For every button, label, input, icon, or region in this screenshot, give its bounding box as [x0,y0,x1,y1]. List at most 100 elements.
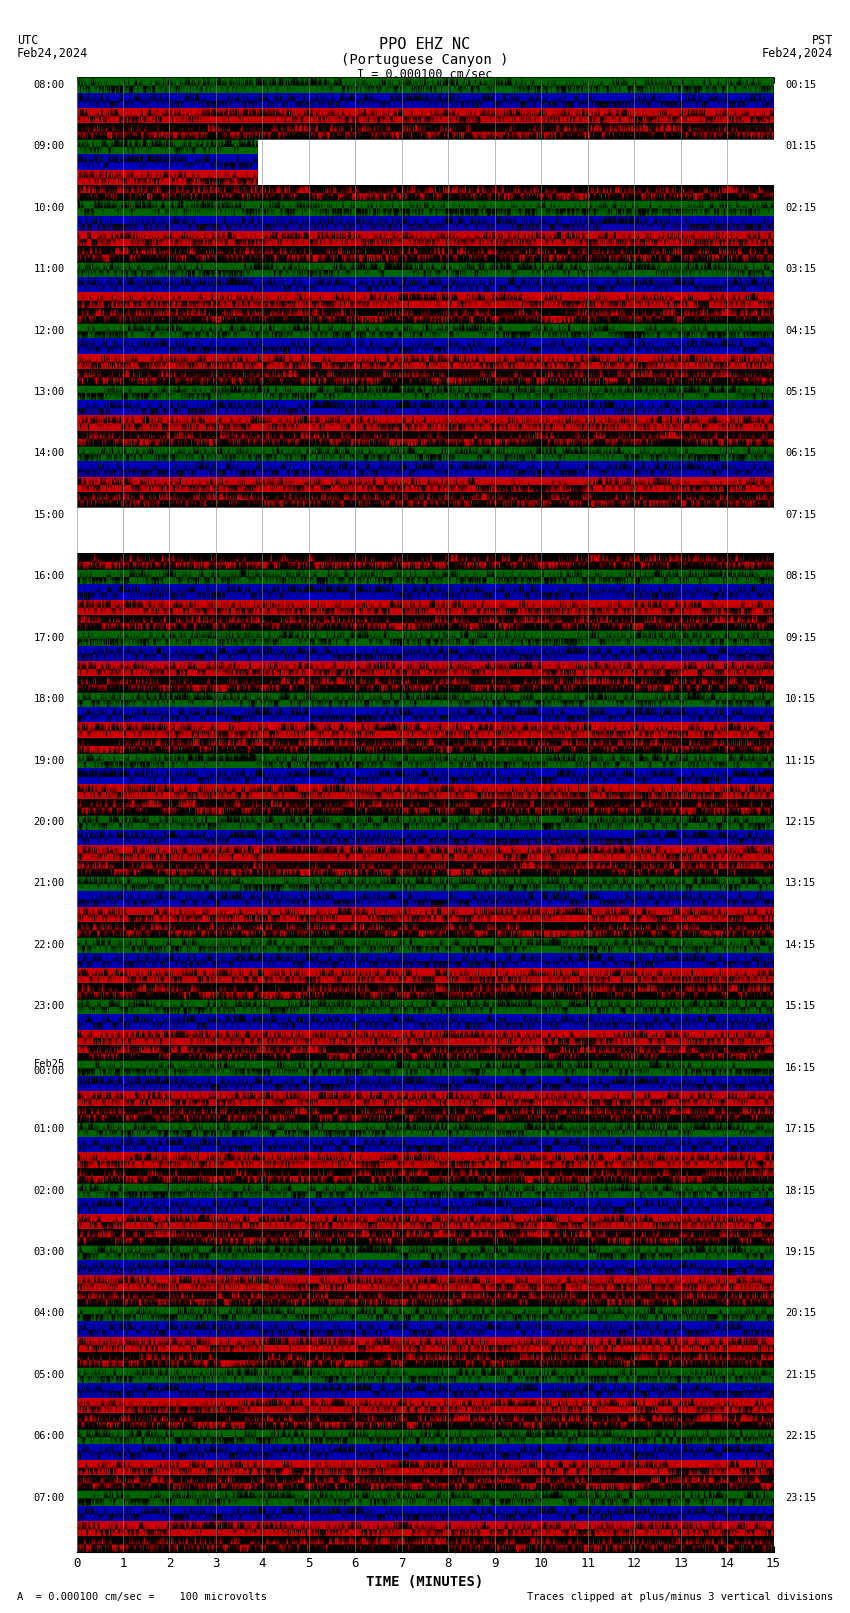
Text: PPO EHZ NC: PPO EHZ NC [379,37,471,52]
Bar [76,645,774,661]
Text: 03:15: 03:15 [785,265,816,274]
Bar [76,369,774,384]
Bar [76,1474,774,1490]
Text: 19:15: 19:15 [785,1247,816,1257]
Bar [76,1107,774,1121]
Bar [76,1137,774,1152]
Text: 23:00: 23:00 [34,1002,65,1011]
Bar [76,415,774,431]
Bar [76,1121,774,1137]
Bar [76,753,774,768]
Bar [76,815,774,831]
Bar [76,261,774,277]
Bar [76,1215,774,1229]
Bar [76,1352,774,1368]
Text: A  = 0.000100 cm/sec =    100 microvolts: A = 0.000100 cm/sec = 100 microvolts [17,1592,267,1602]
Bar [76,861,774,876]
Bar [76,798,774,815]
Bar [76,768,774,784]
Text: 21:15: 21:15 [785,1369,816,1379]
Bar [76,216,774,231]
Text: 03:00: 03:00 [34,1247,65,1257]
Text: 19:00: 19:00 [34,755,65,766]
Text: 14:00: 14:00 [34,448,65,458]
Bar [76,1521,774,1536]
Text: 04:00: 04:00 [34,1308,65,1318]
Text: 18:00: 18:00 [34,694,65,705]
Bar [76,1029,774,1045]
Bar [76,631,774,645]
Text: 06:15: 06:15 [785,448,816,458]
Text: 20:15: 20:15 [785,1308,816,1318]
Text: 20:00: 20:00 [34,816,65,827]
Bar [76,200,774,216]
Text: 10:00: 10:00 [34,203,65,213]
Bar [76,1382,774,1398]
Bar [76,1076,774,1090]
Bar [76,1184,774,1198]
Bar [76,1260,774,1276]
Text: 09:00: 09:00 [34,142,65,152]
Bar [76,523,774,539]
Text: 22:00: 22:00 [34,940,65,950]
Bar [76,1276,774,1290]
Text: 08:00: 08:00 [34,79,65,90]
Bar [76,155,258,169]
Bar [76,477,774,492]
Bar [76,1490,774,1505]
Bar [76,937,774,953]
Bar [76,661,774,676]
Bar [76,247,774,261]
X-axis label: TIME (MINUTES): TIME (MINUTES) [366,1576,484,1589]
Bar [76,584,774,600]
Text: PST: PST [812,34,833,47]
Bar [76,876,774,892]
Bar [76,1045,774,1060]
Bar [76,953,774,968]
Text: 15:15: 15:15 [785,1002,816,1011]
Text: 14:15: 14:15 [785,940,816,950]
Text: 23:15: 23:15 [785,1492,816,1503]
Text: 10:15: 10:15 [785,694,816,705]
Text: Feb24,2024: Feb24,2024 [762,47,833,60]
Bar [76,277,774,292]
Bar [76,907,774,923]
Bar [76,676,774,692]
Text: 06:00: 06:00 [34,1431,65,1442]
Bar [76,968,774,984]
Bar [76,1413,774,1429]
Bar [76,1444,774,1460]
Text: 01:15: 01:15 [785,142,816,152]
Text: Feb24,2024: Feb24,2024 [17,47,88,60]
Bar [76,492,774,508]
Bar [76,1460,774,1474]
Bar [76,1198,774,1215]
Text: 00:00: 00:00 [34,1066,65,1076]
Bar [76,600,774,615]
Bar [76,292,774,308]
Bar [76,461,774,477]
Bar [76,1368,774,1382]
Text: 12:15: 12:15 [785,816,816,827]
Bar [76,339,774,353]
Bar [76,108,774,124]
Text: 05:15: 05:15 [785,387,816,397]
Text: 22:15: 22:15 [785,1431,816,1442]
Bar [258,139,774,155]
Text: 02:15: 02:15 [785,203,816,213]
Bar [76,723,774,737]
Bar [76,1090,774,1107]
Text: Feb25: Feb25 [34,1060,65,1069]
Bar [76,892,774,907]
Text: 04:15: 04:15 [785,326,816,336]
Bar [76,984,774,998]
Bar [76,1398,774,1413]
Bar [76,139,258,155]
Bar [258,169,774,185]
Text: 17:00: 17:00 [34,632,65,642]
Text: 16:00: 16:00 [34,571,65,581]
Text: 07:15: 07:15 [785,510,816,519]
Text: 08:15: 08:15 [785,571,816,581]
Bar [76,923,774,937]
Bar [76,1429,774,1444]
